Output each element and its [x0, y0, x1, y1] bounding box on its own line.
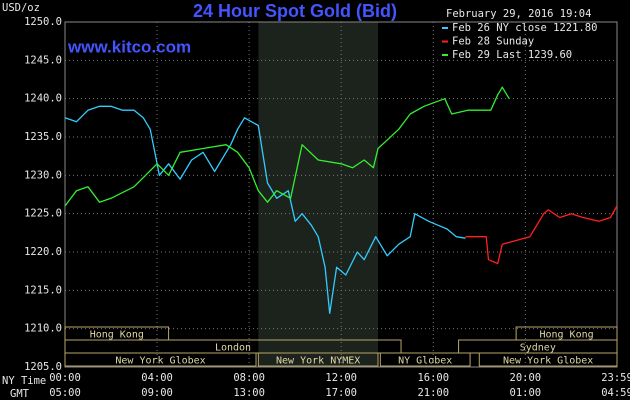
gmt-tick-label: 13:00 [233, 387, 265, 399]
gmt-tick-label: 04:59 [601, 387, 630, 399]
x-tick-label: 04:00 [141, 372, 173, 384]
session-shade [258, 22, 379, 367]
chart-title: 24 Hour Spot Gold (Bid) [193, 1, 397, 21]
session-box [379, 352, 471, 367]
price-line [465, 205, 618, 265]
x-row-label: NY Time [2, 375, 46, 387]
y-tick-label: 1245.0 [24, 54, 62, 66]
x-tick-label: 20:00 [510, 372, 542, 384]
y-tick-label: 1250.0 [24, 16, 62, 28]
price-line [64, 105, 466, 314]
session-label: New York NYMEX [276, 356, 360, 367]
price-line [64, 86, 510, 207]
plot-border [64, 21, 618, 368]
gmt-tick-label: 01:00 [510, 387, 542, 399]
x-row-label: GMT [10, 388, 30, 400]
y-tick-label: 1235.0 [24, 131, 62, 143]
x-tick-label: 12:00 [325, 372, 357, 384]
x-tick-label: 16:00 [417, 372, 449, 384]
y-tick-label: 1215.0 [24, 284, 62, 296]
session-label: London [215, 343, 251, 354]
session-label: NY Globex [398, 356, 452, 367]
x-tick-label: 23:59 [601, 372, 630, 384]
session-label: New York Globex [115, 356, 205, 367]
y-tick-label: 1240.0 [24, 93, 62, 105]
gmt-tick-label: 05:00 [49, 387, 81, 399]
legend-label: Feb 29 Last 1239.60 [452, 49, 572, 61]
session-box [64, 352, 257, 367]
y-tick-label: 1230.0 [24, 169, 62, 181]
y-tick-label: 1205.0 [24, 361, 62, 373]
gmt-tick-label: 21:00 [417, 387, 449, 399]
x-tick-label: 08:00 [233, 372, 265, 384]
session-label: New York Globex [503, 356, 593, 367]
y-tick-label: 1225.0 [24, 208, 62, 220]
gmt-tick-label: 09:00 [141, 387, 173, 399]
y-axis-label: USD/oz [2, 2, 40, 14]
y-tick-label: 1220.0 [24, 246, 62, 258]
session-box [257, 352, 379, 367]
session-box [478, 352, 618, 367]
y-tick-label: 1210.0 [24, 323, 62, 335]
gmt-tick-label: 17:00 [325, 387, 357, 399]
watermark: www.kitco.com [67, 37, 191, 56]
session-label: Hong Kong [539, 330, 593, 341]
legend-label: Feb 28 Sunday [452, 36, 534, 48]
session-label: Hong Kong [90, 330, 144, 341]
session-label: Sydney [520, 343, 556, 354]
legend-label: Feb 26 NY close 1221.80 [452, 22, 597, 34]
timestamp: February 29, 2016 19:04 [446, 8, 591, 20]
x-tick-label: 00:00 [49, 372, 81, 384]
